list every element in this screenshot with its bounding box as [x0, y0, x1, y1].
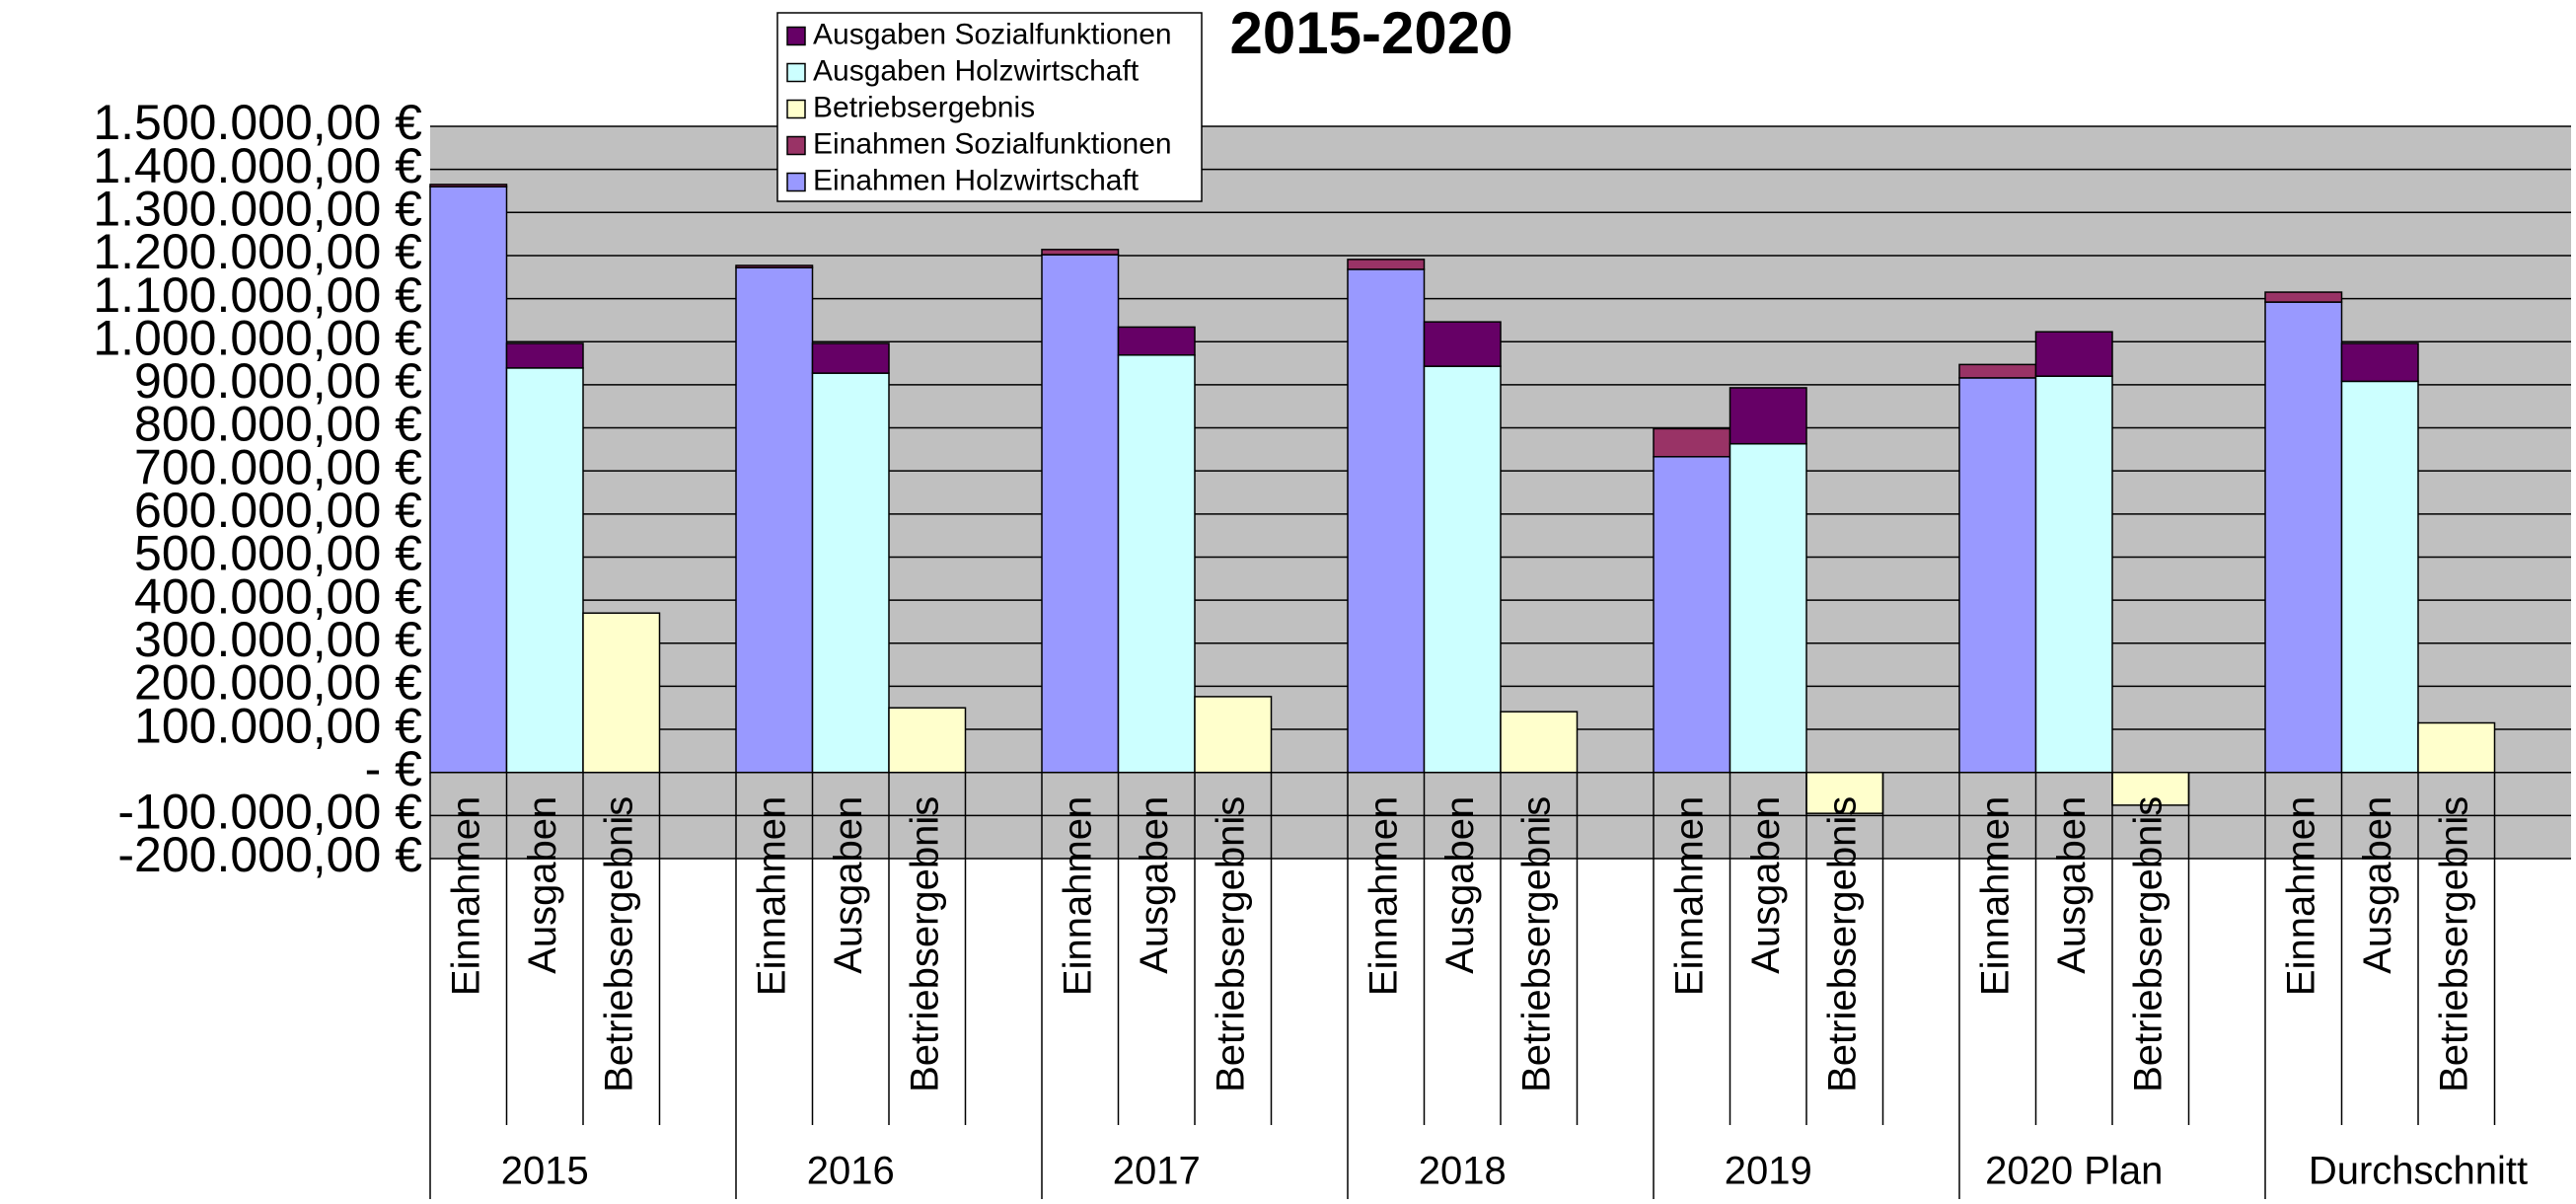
x-tick-label: Betriebsergebnis	[1820, 796, 1864, 1092]
bar	[1729, 387, 1807, 445]
x-tick-label: Einnahmen	[1667, 796, 1711, 996]
bar	[429, 184, 508, 188]
bar	[2264, 291, 2343, 303]
bar	[505, 367, 584, 774]
x-tick-label: Einnahmen	[1362, 796, 1405, 996]
group-label: 2015	[501, 1150, 589, 1193]
legend-label: Betriebsergebnis	[813, 91, 1035, 123]
y-tick-label: 200.000,00 €	[134, 655, 422, 711]
group-label: 2018	[1419, 1150, 1507, 1193]
y-tick-label: 900.000,00 €	[134, 353, 422, 409]
group-label: 2016	[807, 1150, 895, 1193]
legend-swatch	[786, 99, 806, 119]
legend-swatch	[786, 26, 806, 46]
x-tick-label: Ausgaben	[2356, 796, 2399, 974]
bar	[1194, 696, 1273, 774]
x-tick-label: Ausgaben	[1438, 796, 1482, 974]
bar	[1041, 249, 1120, 256]
x-tick-label: Einnahmen	[1973, 796, 2017, 996]
bar	[1423, 365, 1502, 774]
legend-label: Einahmen Sozialfunktionen	[813, 127, 1172, 160]
x-tick-label: Betriebsergebnis	[597, 796, 640, 1092]
bar	[1958, 377, 2037, 774]
y-tick-label: 500.000,00 €	[134, 526, 422, 581]
bar	[1347, 268, 1426, 774]
bar	[429, 186, 508, 774]
bar	[1500, 711, 1579, 774]
group-label: 2017	[1113, 1150, 1201, 1193]
bar	[1041, 254, 1120, 774]
legend-swatch	[786, 135, 806, 156]
y-tick-label: 400.000,00 €	[134, 568, 422, 624]
y-tick-label: -200.000,00 €	[117, 827, 422, 882]
chart-title: 2015-2020	[1230, 0, 1513, 66]
bar	[2417, 721, 2496, 774]
legend-label: Ausgaben Sozialfunktionen	[813, 18, 1172, 50]
bar	[2340, 380, 2419, 774]
bar	[1347, 259, 1426, 270]
bar	[811, 372, 890, 774]
bar	[505, 342, 584, 369]
y-tick-label: 1.100.000,00 €	[93, 267, 422, 323]
y-tick-label: 1.400.000,00 €	[93, 138, 422, 193]
y-tick-label: -100.000,00 €	[117, 785, 422, 840]
bar	[811, 342, 890, 374]
x-tick-label: Ausgaben	[1744, 796, 1788, 974]
group-label: Durchschnitt	[2309, 1150, 2528, 1193]
bar	[1958, 363, 2037, 379]
y-tick-label: 100.000,00 €	[134, 698, 422, 753]
bar	[1117, 354, 1196, 774]
y-tick-label: 300.000,00 €	[134, 612, 422, 667]
x-tick-label: Betriebsergebnis	[1514, 796, 1558, 1092]
legend-swatch	[786, 172, 806, 192]
x-tick-label: Einnahmen	[750, 796, 793, 996]
bar	[1423, 321, 1502, 367]
bar	[2340, 342, 2419, 383]
bar	[735, 264, 814, 268]
x-tick-label: Ausgaben	[521, 796, 564, 974]
y-tick-label: 1.500.000,00 €	[93, 95, 422, 150]
group-label: 2020 Plan	[1985, 1150, 2163, 1193]
x-tick-label: Ausgaben	[2050, 796, 2094, 974]
x-tick-label: Betriebsergebnis	[1209, 796, 1252, 1092]
y-tick-label: 1.200.000,00 €	[93, 224, 422, 279]
bar	[1729, 442, 1807, 774]
x-tick-label: Einnahmen	[1056, 796, 1099, 996]
legend-label: Einahmen Holzwirtschaft	[813, 164, 1140, 196]
bar	[2264, 301, 2343, 774]
x-tick-label: Betriebsergebnis	[2126, 796, 2170, 1092]
x-tick-label: Betriebsergebnis	[903, 796, 946, 1092]
bar	[2034, 331, 2113, 377]
y-tick-label: 600.000,00 €	[134, 483, 422, 538]
bar	[1805, 771, 1884, 814]
x-tick-label: Einnahmen	[444, 796, 487, 996]
y-tick-label: 700.000,00 €	[134, 439, 422, 494]
bar	[1653, 427, 1731, 458]
y-tick-label: 1.000.000,00 €	[93, 310, 422, 365]
legend-label: Ausgaben Holzwirtschaft	[813, 54, 1140, 87]
group-label: 2019	[1725, 1150, 1812, 1193]
bar	[1117, 326, 1196, 356]
bar	[2034, 375, 2113, 774]
bar	[1653, 456, 1731, 774]
x-tick-label: Ausgaben	[827, 796, 870, 974]
x-tick-label: Ausgaben	[1133, 796, 1176, 974]
bar	[888, 707, 967, 774]
x-tick-label: Einnahmen	[2279, 796, 2322, 996]
bar	[735, 266, 814, 774]
y-tick-label: - €	[365, 741, 423, 796]
legend-swatch	[786, 62, 806, 83]
x-tick-label: Betriebsergebnis	[2432, 796, 2475, 1092]
y-tick-label: 1.300.000,00 €	[93, 181, 422, 236]
y-tick-label: 800.000,00 €	[134, 397, 422, 452]
legend-box	[776, 12, 1203, 202]
bar	[582, 612, 661, 774]
